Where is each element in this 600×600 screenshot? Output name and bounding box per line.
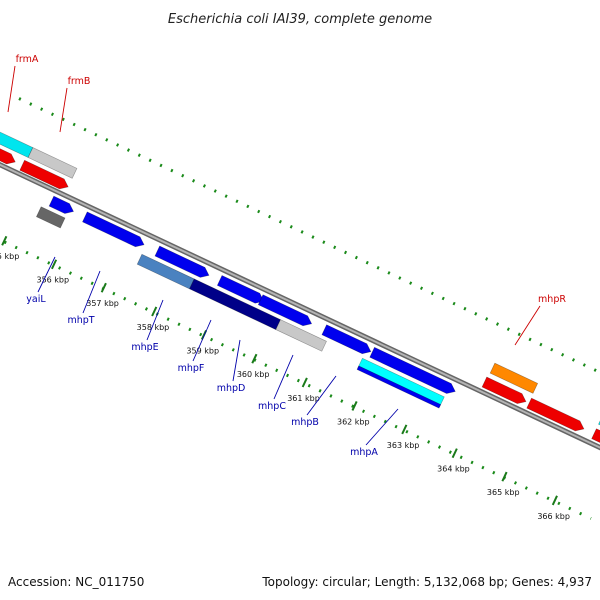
gene-feature — [481, 376, 527, 404]
gene-feature — [275, 319, 327, 352]
gene-feature — [598, 413, 600, 445]
gene-feature — [0, 140, 16, 165]
tick-mark — [401, 424, 408, 435]
map-title: Escherichia coli IAI39, complete genome — [168, 12, 432, 27]
gene-feature — [216, 275, 265, 304]
gene-label-mhpF: mhpF — [178, 363, 205, 374]
tick-label: 361 kbp — [287, 394, 320, 403]
backbone — [0, 161, 600, 451]
gene-leader-line — [365, 408, 399, 446]
gene-label-yaiL: yaiL — [26, 294, 46, 305]
gene-feature — [489, 362, 539, 394]
gene-leader-line — [59, 87, 68, 133]
gene-feature — [48, 195, 74, 214]
tick-label: 356 kbp — [36, 276, 69, 285]
gene-leader-line — [232, 339, 241, 382]
gene-label-mhpC: mhpC — [258, 401, 286, 412]
tick-mark — [451, 448, 458, 459]
tick-label: 360 kbp — [237, 370, 270, 379]
dotted-guides — [0, 97, 600, 520]
gene-label-mhpE: mhpE — [131, 342, 158, 353]
gene-feature — [369, 346, 456, 394]
gene-label-mhpA: mhpA — [350, 447, 378, 458]
gene-leader-line — [192, 319, 212, 362]
gene-feature — [136, 253, 195, 290]
features — [0, 126, 600, 457]
gene-label-mhpR: mhpR — [538, 294, 566, 305]
tick-mark — [251, 353, 258, 364]
gene-feature — [36, 206, 66, 229]
tick-label: 358 kbp — [137, 323, 170, 332]
backbone-band — [0, 161, 600, 451]
tick-mark — [351, 400, 358, 411]
gene-feature — [526, 397, 585, 432]
gene-feature — [591, 428, 600, 457]
gene-leader-line — [306, 375, 337, 416]
tick-label: 357 kbp — [86, 299, 119, 308]
accession-text: Accession: NC_011750 — [8, 575, 144, 589]
gene-feature — [154, 245, 210, 278]
tick-mark — [100, 282, 107, 293]
tick-mark — [51, 259, 58, 270]
outer-dotted-line — [18, 97, 600, 375]
gene-labels: frmA frmB yaiL mhpT mhpE mhpF mhpD mhpC mhpB mhpA… — [7, 54, 566, 458]
gene-label-mhpB: mhpB — [291, 417, 319, 428]
gene-feature — [321, 324, 372, 355]
gene-label-mhpD: mhpD — [217, 383, 246, 394]
tick-mark — [1, 235, 8, 246]
gene-leader-line — [7, 65, 16, 113]
tick-mark — [501, 471, 508, 482]
gene-feature — [27, 147, 78, 179]
tick-mark — [151, 306, 158, 317]
tick-mark — [301, 377, 308, 388]
tick-label: 355 kbp — [0, 252, 19, 261]
gene-leader-line — [514, 305, 541, 346]
tick-label: 359 kbp — [186, 346, 219, 355]
inner-dotted-line — [0, 238, 592, 520]
gene-feature — [19, 159, 69, 190]
gene-leader-line — [37, 256, 56, 293]
tick-label: 362 kbp — [337, 417, 370, 426]
gene-leader-line — [273, 354, 294, 400]
tick-label: 366 kbp — [537, 512, 570, 521]
gene-label-frmB: frmB — [68, 76, 91, 87]
tick-marks: 355 kbp 356 kbp 357 kbp 358 kbp 359 kbp 360 k… — [0, 235, 570, 521]
tick-label: 365 kbp — [487, 488, 520, 497]
tick-mark — [551, 495, 558, 506]
gene-label-frmA: frmA — [16, 54, 39, 65]
backbone-highlight — [0, 163, 600, 449]
gene-label-mhpT: mhpT — [67, 315, 94, 326]
gene-feature — [356, 365, 442, 409]
gene-feature — [257, 294, 313, 327]
genome-stats-text: Topology: circular; Length: 5,132,068 bp… — [261, 575, 592, 589]
gene-leader-line — [82, 270, 101, 314]
tick-label: 363 kbp — [387, 441, 420, 450]
tick-label: 364 kbp — [437, 465, 470, 474]
gene-leader-line — [146, 299, 164, 341]
gene-feature — [82, 211, 145, 248]
